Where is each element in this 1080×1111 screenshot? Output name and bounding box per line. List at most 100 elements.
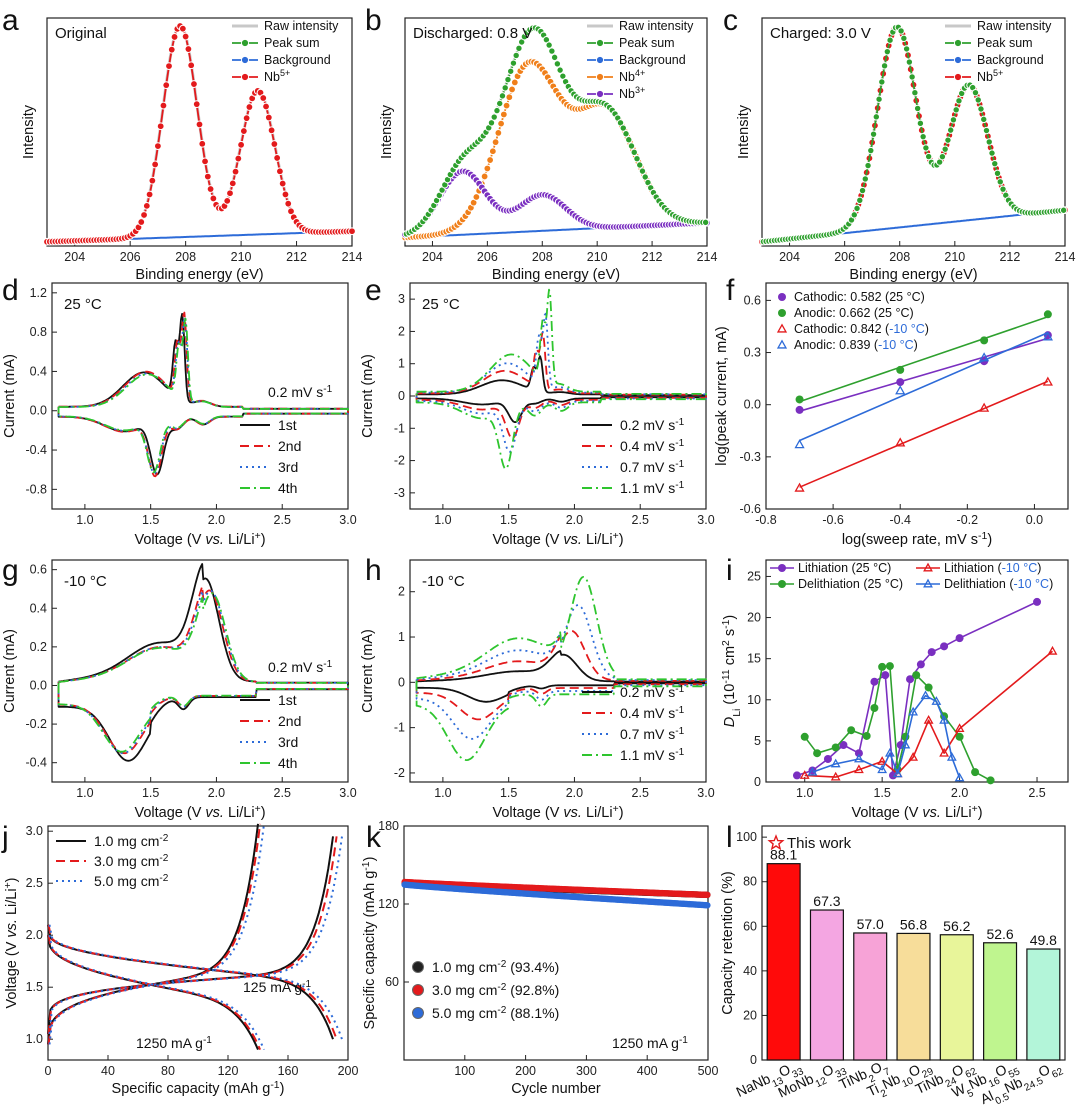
x-axis-label: Cycle number	[511, 1081, 601, 1097]
legend-label: 1.0 mg cm-2	[94, 833, 169, 850]
x-axis-label-part: Binding energy (eV)	[135, 267, 263, 283]
data-point	[795, 405, 804, 414]
bar	[853, 932, 888, 1061]
component-marker	[184, 45, 193, 53]
x-axis-label-part: vs.	[922, 805, 941, 821]
x-tick-label: 214	[1055, 250, 1076, 264]
panel-label-l: l	[726, 821, 733, 854]
gcd-curve	[48, 935, 265, 1051]
x-tick-label: -0.6	[822, 513, 844, 527]
data-point	[881, 671, 890, 680]
y-tick-label: 1.0	[26, 1032, 43, 1046]
legend-marker	[776, 323, 788, 333]
legend-label-part: 5.0 mg cm	[432, 1005, 497, 1021]
category-label-part: 62	[1050, 1066, 1065, 1081]
y-tick-label: 60	[743, 919, 757, 933]
category-label-part: 16	[987, 1075, 1002, 1090]
y-axis-label: Specific capacity (mAh g-1)	[361, 857, 379, 1030]
y-axis-label: log(peak current, mA)	[714, 326, 730, 465]
y-axis-label-part: 2	[721, 640, 732, 646]
component-marker	[505, 93, 514, 102]
y-axis-label-part: Current (mA)	[360, 629, 376, 713]
legend-label: Cathodic: 0.842 (-10 °C)	[794, 322, 929, 336]
component-marker	[281, 190, 290, 199]
x-tick-label: 204	[422, 250, 443, 264]
component-marker	[201, 157, 209, 166]
component-marker	[162, 81, 171, 90]
y-tick-label: -2	[394, 766, 405, 780]
legend-label-part: -2	[159, 873, 168, 884]
data-point	[912, 671, 921, 680]
legend-label-part: 0.2 mV s	[620, 417, 675, 433]
legend-label-part: -2	[159, 833, 168, 844]
component-marker	[192, 100, 201, 109]
component-marker	[223, 196, 232, 205]
x-axis-label: Binding energy (eV)	[135, 267, 263, 283]
x-tick-label: 200	[338, 1064, 359, 1078]
peak-sum-marker	[949, 116, 958, 124]
peak-sum-marker	[869, 130, 878, 138]
component-marker	[480, 172, 489, 181]
peak-sum-marker	[487, 119, 496, 127]
bar	[939, 934, 974, 1061]
peak-sum-marker	[993, 169, 1002, 177]
bar-value-label: 88.1	[770, 847, 797, 863]
y-axis-label-part: Li	[732, 709, 743, 717]
component-marker	[284, 199, 293, 208]
data-point	[908, 706, 919, 716]
legend-label-part: 25 °C	[889, 290, 920, 304]
cv-curve	[415, 629, 707, 721]
rate-label-part: 1250 mA g	[136, 1035, 203, 1051]
legend-label-part: 1.0 mg cm	[432, 959, 497, 975]
legend-marker	[595, 38, 605, 48]
peak-sum-marker	[509, 59, 518, 67]
y-tick-label: 0.4	[30, 601, 47, 615]
x-tick-label: 2.0	[566, 513, 583, 527]
component-marker	[486, 156, 495, 164]
rate-label-part: 125 mA g	[243, 979, 302, 995]
peak-sum-marker	[922, 144, 930, 152]
legend-label: Cathodic: 0.582 (25 °C)	[794, 290, 925, 304]
x-axis-label-part: Voltage (V	[492, 805, 563, 821]
legend-marker	[953, 72, 963, 82]
category-label-part: 2	[879, 1087, 889, 1100]
x-axis-label-part: Li/Li	[582, 532, 613, 548]
data-point	[830, 758, 841, 768]
data-point	[946, 752, 957, 761]
y-tick-label: 0.3	[744, 346, 761, 360]
x-tick-label: 206	[834, 250, 855, 264]
y-tick-label: 80	[743, 875, 757, 889]
y-axis-label: Current (mA)	[360, 354, 376, 438]
x-axis-label-part: Voltage (V	[851, 805, 922, 821]
legend-label-part: -1	[675, 705, 684, 716]
y-axis-label: Intensity	[736, 104, 752, 159]
component-marker	[198, 139, 207, 148]
y-axis-label: Current (mA)	[2, 354, 18, 438]
x-axis-label-part: vs.	[563, 805, 582, 821]
legend-label: Nb5+	[977, 68, 1003, 84]
x-tick-label: 120	[218, 1064, 239, 1078]
x-axis-label-part: Li/Li	[224, 532, 255, 548]
panel-label-a: a	[2, 4, 19, 37]
y-tick-label: 180	[378, 819, 399, 833]
category-label-part: NaNb	[734, 1070, 773, 1100]
peak-sum-marker	[850, 211, 858, 219]
bar	[983, 942, 1018, 1061]
bar-value-label: 52.6	[986, 926, 1013, 942]
peak-sum-marker	[974, 96, 982, 104]
data-point	[807, 766, 818, 776]
legend-label: 0.4 mV s-1	[620, 438, 685, 455]
y-axis-label-part: -1	[721, 619, 732, 628]
legend-label-part: 5.0 mg cm	[94, 873, 159, 889]
legend-label: 3rd	[278, 459, 298, 475]
legend-marker	[595, 72, 605, 82]
legend-label: Anodic: 0.662 (25 °C)	[794, 306, 914, 320]
data-point	[1042, 376, 1053, 386]
x-tick-label: -0.4	[889, 513, 911, 527]
panel-label-k: k	[366, 821, 382, 854]
rate-label-part: -1	[203, 1035, 212, 1046]
legend-label-part: -10 °C	[878, 338, 914, 352]
component-marker	[497, 119, 505, 128]
peak-sum-marker	[496, 99, 504, 108]
legend-label: 3.0 mg cm-2 (92.8%)	[432, 982, 559, 999]
